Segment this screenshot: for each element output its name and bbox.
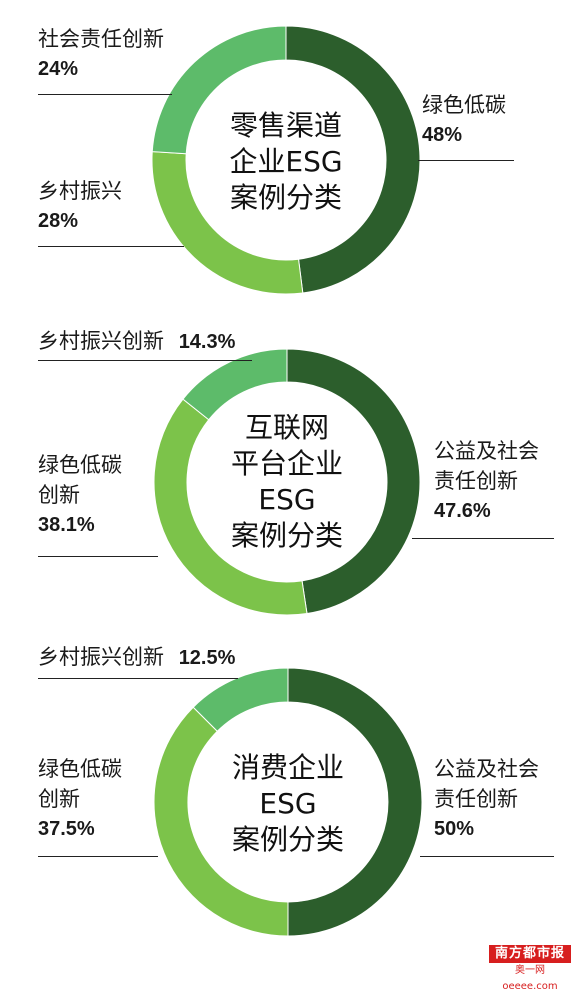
- slice-value-label: 37.5%: [38, 818, 95, 840]
- leader-line: [418, 160, 514, 161]
- slice-label-text: 创新: [38, 483, 80, 507]
- donut-slice-1: [153, 398, 308, 616]
- slice-label-green-lowcarbon: 绿色低碳 48%: [422, 90, 506, 150]
- chart-panel-internet: 互联网 平台企业 ESG 案例分类 乡村振兴创新 14.3% 公益及社会 责任创…: [0, 320, 574, 638]
- slice-label-text: 社会责任创新: [38, 27, 164, 51]
- leader-line: [38, 856, 158, 857]
- donut-slice-2: [151, 25, 287, 155]
- slice-label-text: 创新: [38, 787, 80, 811]
- slice-label-text: 绿色低碳: [38, 453, 122, 477]
- slice-label-text: 乡村振兴: [38, 179, 122, 203]
- chart-title-line: 消费企业: [231, 751, 344, 784]
- slice-value-label: 28%: [38, 210, 79, 232]
- chart-title-line: 企业ESG: [229, 145, 343, 178]
- donut-chart-consumer: [153, 667, 423, 937]
- chart-title-line: 案例分类: [230, 519, 343, 552]
- chart-title-consumer: 消费企业 ESG 案例分类: [188, 750, 388, 858]
- slice-label-text: 绿色低碳: [38, 757, 122, 781]
- slice-value-label: 12.5%: [178, 647, 236, 669]
- slice-value-label: 24%: [38, 58, 79, 80]
- slice-value-label: 50%: [434, 818, 475, 840]
- slice-label-public-welfare: 公益及社会 责任创新 47.6%: [434, 436, 539, 526]
- chart-title-line: 平台企业: [230, 447, 343, 480]
- slice-label-rural-innovation: 乡村振兴创新 12.5%: [38, 642, 235, 673]
- brand-name: 南方都市报: [489, 945, 571, 963]
- chart-title-internet: 互联网 平台企业 ESG 案例分类: [187, 410, 387, 554]
- chart-panel-consumer: 消费企业 ESG 案例分类 乡村振兴创新 12.5% 公益及社会 责任创新 50…: [0, 638, 574, 938]
- chart-panel-retail: 零售渠道 企业ESG 案例分类 绿色低碳 48% 社会责任创新 24% 乡村振兴…: [0, 0, 574, 320]
- donut-chart-internet: [153, 348, 421, 616]
- slice-label-social-innovation: 社会责任创新 24%: [38, 24, 164, 84]
- slice-label-text: 责任创新: [434, 787, 518, 811]
- chart-title-line: 案例分类: [231, 823, 344, 856]
- slice-label-green-innovation: 绿色低碳 创新 37.5%: [38, 754, 122, 844]
- donut-slice-2: [182, 348, 288, 421]
- slice-label-rural-revitalization: 乡村振兴 28%: [38, 176, 122, 236]
- slice-label-text: 责任创新: [434, 469, 518, 493]
- leader-line: [38, 94, 172, 95]
- chart-title-line: 零售渠道: [229, 109, 342, 142]
- chart-title-line: ESG: [258, 483, 316, 516]
- donut-slice-0: [286, 348, 421, 615]
- donut-slice-0: [285, 25, 421, 294]
- slice-value-label: 48%: [422, 124, 463, 146]
- slice-value-label: 38.1%: [38, 514, 95, 536]
- chart-title-retail: 零售渠道 企业ESG 案例分类: [186, 108, 386, 216]
- donut-slice-0: [287, 667, 423, 937]
- leader-line: [38, 678, 238, 679]
- chart-title-line: 案例分类: [229, 181, 342, 214]
- leader-line: [412, 538, 554, 539]
- leader-line: [38, 246, 184, 247]
- slice-label-text: 公益及社会: [434, 439, 539, 463]
- slice-label-text: 公益及社会: [434, 757, 539, 781]
- chart-title-line: 互联网: [244, 411, 329, 444]
- brand-site: 奥一网oeeee.com: [502, 965, 558, 992]
- slice-label-text: 乡村振兴创新: [38, 645, 164, 669]
- slice-label-text: 绿色低碳: [422, 93, 506, 117]
- slice-value-label: 47.6%: [434, 500, 491, 522]
- leader-line: [420, 856, 554, 857]
- slice-value-label: 14.3%: [178, 331, 236, 353]
- slice-label-green-innovation: 绿色低碳 创新 38.1%: [38, 450, 122, 540]
- slice-label-rural-innovation: 乡村振兴创新 14.3%: [38, 326, 235, 357]
- chart-title-line: ESG: [259, 787, 317, 820]
- slice-label-public-welfare: 公益及社会 责任创新 50%: [434, 754, 539, 844]
- leader-line: [38, 360, 252, 361]
- donut-slice-2: [192, 667, 289, 732]
- leader-line: [38, 556, 158, 557]
- donut-chart-retail: [151, 25, 421, 295]
- slice-label-text: 乡村振兴创新: [38, 329, 164, 353]
- brand-watermark: 南方都市报 奥一网oeeee.com: [489, 945, 571, 992]
